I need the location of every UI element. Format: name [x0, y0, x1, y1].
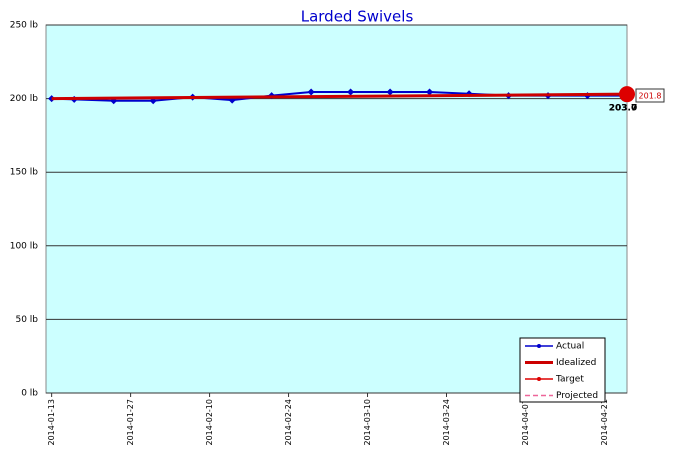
x-tick-label: 2014-02-24 — [284, 399, 293, 446]
legend-marker — [537, 344, 541, 348]
x-tick-label: 2014-04-07 — [521, 399, 530, 446]
target-marker — [619, 86, 635, 103]
y-tick-label: 100 lb — [10, 241, 39, 251]
annotation-box — [635, 88, 665, 103]
chart-title: Larded Swivels — [301, 8, 414, 26]
actual-marker — [426, 88, 434, 96]
legend-marker — [537, 377, 541, 381]
y-tick-label: 200 lb — [10, 94, 39, 104]
annotation: 201.8 — [639, 92, 662, 101]
y-tick-label: 50 lb — [15, 315, 38, 325]
legend-item: Idealized — [525, 358, 596, 368]
actual-marker — [307, 88, 315, 96]
legend-label: Projected — [556, 391, 598, 401]
x-tick-label: 2014-04-21 — [600, 399, 609, 446]
annotation: 203.0 — [609, 104, 637, 114]
legend-item: Actual — [525, 342, 584, 352]
y-tick-label: 250 lb — [10, 21, 39, 31]
x-tick-label: 2014-03-10 — [363, 399, 372, 446]
legend-item: Target — [525, 375, 584, 385]
actual-marker — [347, 88, 355, 96]
actual-marker — [386, 88, 394, 96]
x-tick-label: 2014-01-27 — [126, 399, 135, 446]
x-tick-label: 2014-01-13 — [47, 399, 56, 446]
legend-label: Actual — [556, 342, 584, 352]
y-tick-label: 150 lb — [10, 168, 39, 178]
y-tick-label: 0 lb — [21, 389, 38, 399]
legend-label: Idealized — [556, 358, 596, 368]
series-line — [51, 92, 628, 101]
x-tick-label: 2014-03-24 — [442, 399, 451, 446]
x-tick-label: 2014-02-10 — [205, 399, 214, 446]
legend-item: Projected — [525, 391, 598, 401]
legend-box — [519, 337, 606, 403]
legend-label: Target — [555, 375, 584, 385]
annotation: 203.7 — [609, 104, 637, 114]
plot-area — [45, 24, 628, 394]
